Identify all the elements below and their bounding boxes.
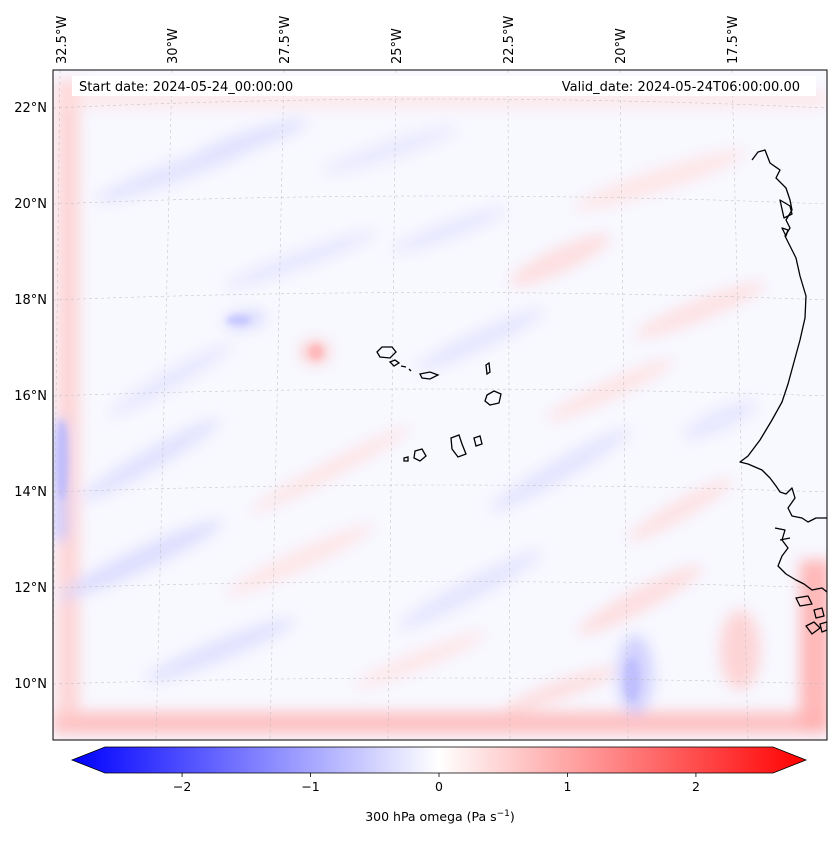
start-date-label: Start date: 2024-05-24_00:00:00	[79, 80, 293, 95]
map-frame	[52, 69, 828, 741]
longitude-labels: 32.5°W 30°W 27.5°W 25°W 22.5°W 20°W 17.5…	[55, 16, 741, 64]
colorbar-tick-label: 1	[563, 779, 571, 794]
colorbar-label-suffix: )	[510, 809, 515, 824]
lat-label: 18°N	[14, 293, 47, 308]
map-panel	[53, 70, 827, 740]
colorbar-label-prefix: 300 hPa omega (Pa s	[365, 809, 496, 824]
lat-label: 22°N	[14, 101, 47, 116]
colorbar-tick-label: −2	[173, 779, 191, 794]
latitude-labels: 22°N 20°N 18°N 16°N 14°N 12°N 10°N	[14, 101, 47, 692]
cape-verde-islands	[376, 346, 502, 462]
lat-label: 14°N	[14, 485, 47, 500]
omega-field-detail	[56, 315, 640, 702]
lon-label: 32.5°W	[55, 16, 70, 64]
lon-label: 30°W	[166, 28, 181, 64]
lat-label: 20°N	[14, 197, 47, 212]
colorbar-tick-label: −1	[301, 779, 319, 794]
lon-label: 27.5°W	[278, 16, 293, 64]
colorbar-ticks: −2 −1 0 1 2	[173, 773, 700, 794]
lon-label: 20°W	[614, 28, 629, 64]
map-background	[53, 70, 827, 740]
lat-label: 16°N	[14, 389, 47, 404]
colorbar-tick-label: 0	[435, 779, 443, 794]
lat-label: 10°N	[14, 677, 47, 692]
valid-date-label: Valid_date: 2024-05-24T06:00:00.00	[562, 80, 800, 95]
colorbar-tick-label: 2	[692, 779, 700, 794]
lat-label: 12°N	[14, 581, 47, 596]
colorbar-label-exponent: −1	[497, 809, 510, 819]
lon-label: 25°W	[390, 28, 405, 64]
african-coastline	[739, 149, 827, 635]
lon-label: 17.5°W	[726, 16, 741, 64]
omega-field	[53, 80, 827, 734]
colorbar: −2 −1 0 1 2 300 hPa omega (Pa s−1)	[70, 746, 808, 824]
lon-label: 22.5°W	[502, 16, 517, 64]
colorbar-label: 300 hPa omega (Pa s−1)	[365, 809, 515, 824]
header-strip	[72, 76, 816, 96]
colorbar-body	[70, 746, 808, 774]
